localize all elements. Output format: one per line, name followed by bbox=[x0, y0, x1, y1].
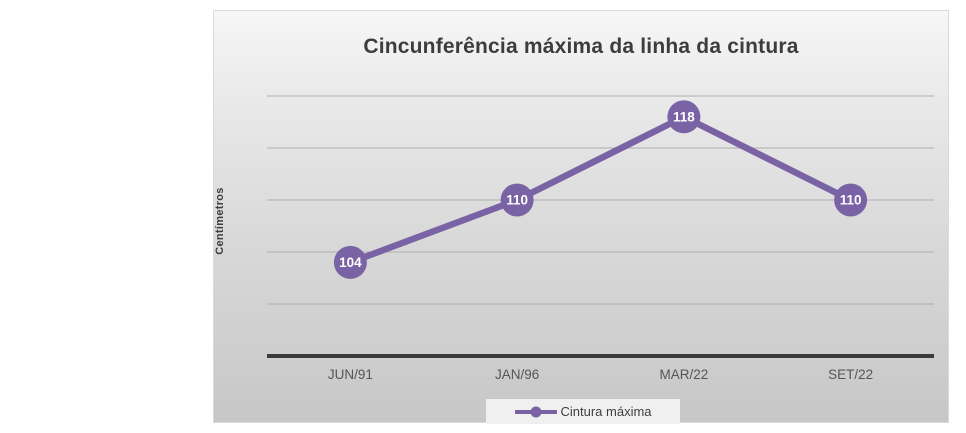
series-line[interactable] bbox=[347, 113, 854, 266]
legend-marker-dot bbox=[530, 406, 542, 417]
data-point-marker[interactable] bbox=[667, 100, 701, 134]
data-point-marker[interactable] bbox=[500, 183, 534, 217]
data-point-label: 118 bbox=[673, 109, 695, 124]
legend-series-marker-icon bbox=[515, 406, 558, 417]
data-point-marker[interactable] bbox=[333, 245, 367, 279]
data-point-marker[interactable] bbox=[834, 183, 868, 217]
data-point-label: 110 bbox=[506, 193, 528, 208]
data-point-label: 104 bbox=[339, 255, 362, 270]
x-axis-label: JUN/91 bbox=[328, 367, 373, 382]
chart-title: Cincunferência máxima da linha da cintur… bbox=[363, 35, 799, 58]
x-axis-label: JAN/96 bbox=[495, 367, 539, 382]
legend[interactable]: Cintura máxima bbox=[486, 399, 680, 424]
legend-label: Cintura máxima bbox=[560, 404, 652, 419]
chart-plot-svg: 104 110 118 110 JUN/91 JAN/96 MAR/22 SET/22 bbox=[267, 95, 934, 382]
chart-container[interactable]: Cincunferência máxima da linha da cintur… bbox=[213, 10, 949, 424]
data-point-label: 110 bbox=[840, 193, 862, 208]
x-axis-label: SET/22 bbox=[828, 367, 873, 382]
x-axis-label: MAR/22 bbox=[659, 367, 708, 382]
